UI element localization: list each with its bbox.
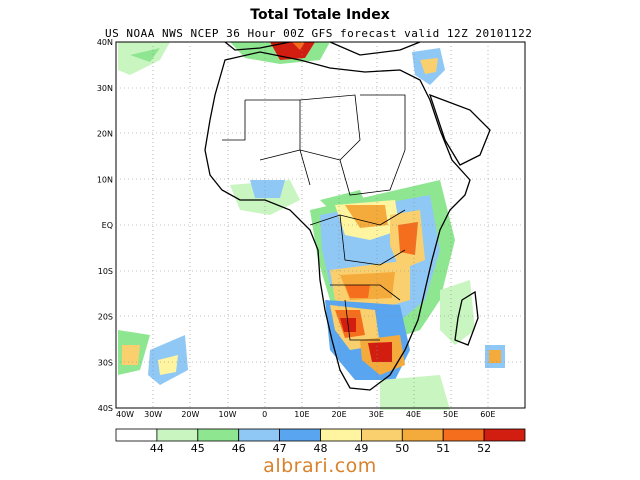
colorbar-label: 46 [231, 442, 246, 455]
lon-label: 10E [294, 410, 309, 419]
lon-label: 40E [406, 410, 421, 419]
country-borders [222, 94, 406, 341]
lon-label: 10W [218, 410, 236, 419]
longitude-labels: 40W 30W 20W 10W 0 10E 20E 30E 40E 50E 60E [116, 410, 495, 419]
colorbar-label: 48 [313, 442, 328, 455]
lon-label: 30W [144, 410, 162, 419]
colorbar-swatch [320, 428, 362, 442]
lon-label: 30E [369, 410, 384, 419]
colorbar-swatch [238, 428, 280, 442]
lat-label: 10S [98, 267, 113, 276]
forecast-subtitle: US NOAA NWS NCEP 36 Hour 00Z GFS forecas… [105, 27, 533, 40]
lat-label: 40S [98, 404, 113, 413]
colorbar-label: 50 [395, 442, 410, 455]
lat-lon-grid [116, 42, 525, 408]
lon-label: 40W [116, 410, 134, 419]
lon-label: 0 [262, 410, 267, 419]
lat-label: 20N [97, 130, 113, 139]
lat-label: EQ [102, 221, 113, 230]
lon-label: 20E [331, 410, 346, 419]
lon-label: 60E [480, 410, 495, 419]
colorbar-swatch [360, 428, 403, 442]
colorbar [115, 428, 526, 442]
colorbar-swatch [156, 428, 199, 442]
colorbar-label: 49 [354, 442, 369, 455]
colorbar-swatch [115, 428, 158, 442]
index-shading [118, 42, 505, 410]
lat-label: 40N [97, 38, 113, 47]
chart-title: Total Totale Index [250, 7, 390, 23]
lat-label: 10N [97, 175, 113, 184]
lat-label: 30N [97, 84, 113, 93]
colorbar-label: 44 [149, 442, 164, 455]
lon-label: 50E [443, 410, 458, 419]
colorbar-swatch [483, 428, 526, 442]
colorbar-swatch [197, 428, 240, 442]
watermark: albrari.com [263, 455, 377, 477]
colorbar-label: 52 [477, 442, 492, 455]
colorbar-label: 45 [190, 442, 205, 455]
coastlines [204, 41, 491, 391]
colorbar-label: 47 [272, 442, 287, 455]
colorbar-label: 51 [436, 442, 451, 455]
lon-label: 20W [181, 410, 199, 419]
colorbar-swatch [279, 428, 321, 442]
latitude-labels: 40N 30N 20N 10N EQ 10S 20S 30S 40S [97, 38, 113, 413]
lat-label: 30S [98, 358, 113, 367]
lat-label: 20S [98, 313, 113, 322]
colorbar-swatch [401, 428, 444, 442]
colorbar-swatch [442, 428, 485, 442]
